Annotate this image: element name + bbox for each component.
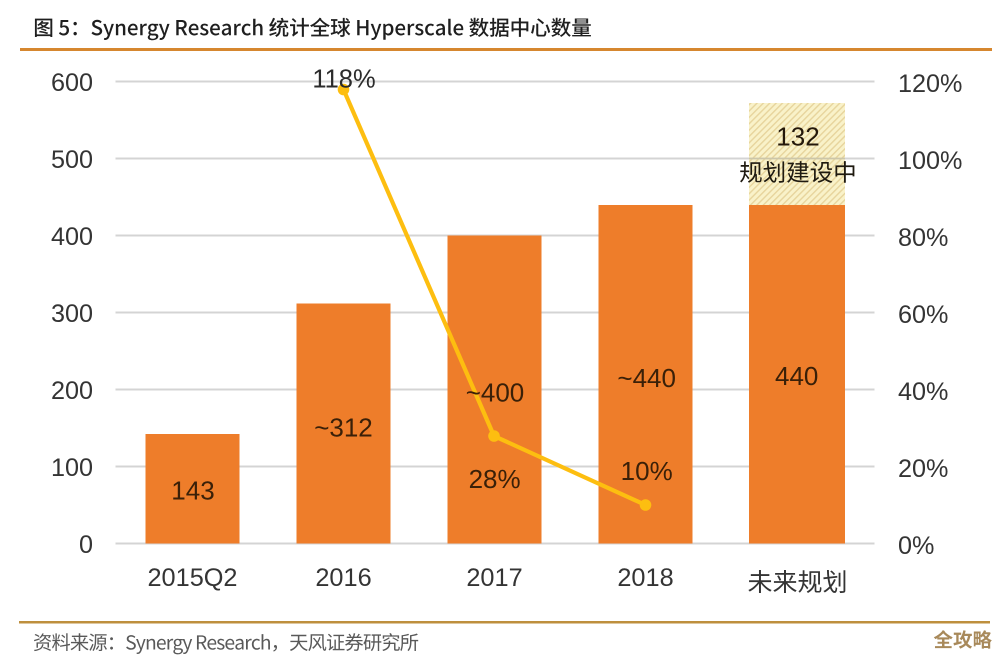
svg-text:2016: 2016: [315, 564, 371, 592]
svg-text:440: 440: [775, 361, 818, 391]
svg-text:118%: 118%: [312, 65, 375, 93]
svg-text:200: 200: [51, 377, 93, 405]
svg-text:2015Q2: 2015Q2: [147, 564, 237, 592]
svg-text:600: 600: [51, 69, 93, 97]
svg-text:120%: 120%: [898, 70, 962, 98]
svg-text:0: 0: [79, 531, 93, 559]
svg-text:2018: 2018: [617, 564, 673, 592]
svg-text:132: 132: [776, 122, 819, 152]
svg-text:500: 500: [51, 146, 93, 174]
svg-text:40%: 40%: [898, 378, 948, 406]
svg-text:10%: 10%: [621, 456, 673, 486]
svg-text:~312: ~312: [314, 413, 373, 443]
svg-text:20%: 20%: [898, 455, 948, 483]
svg-text:28%: 28%: [469, 464, 521, 494]
svg-text:300: 300: [51, 300, 93, 328]
svg-text:400: 400: [51, 223, 93, 251]
svg-text:2017: 2017: [466, 564, 522, 592]
svg-text:143: 143: [171, 476, 214, 506]
svg-text:60%: 60%: [898, 301, 948, 329]
svg-text:~400: ~400: [466, 378, 525, 408]
svg-text:0%: 0%: [898, 532, 934, 560]
svg-text:~440: ~440: [617, 363, 676, 393]
svg-text:100%: 100%: [898, 147, 962, 175]
svg-text:80%: 80%: [898, 224, 948, 252]
svg-text:100: 100: [51, 454, 93, 482]
